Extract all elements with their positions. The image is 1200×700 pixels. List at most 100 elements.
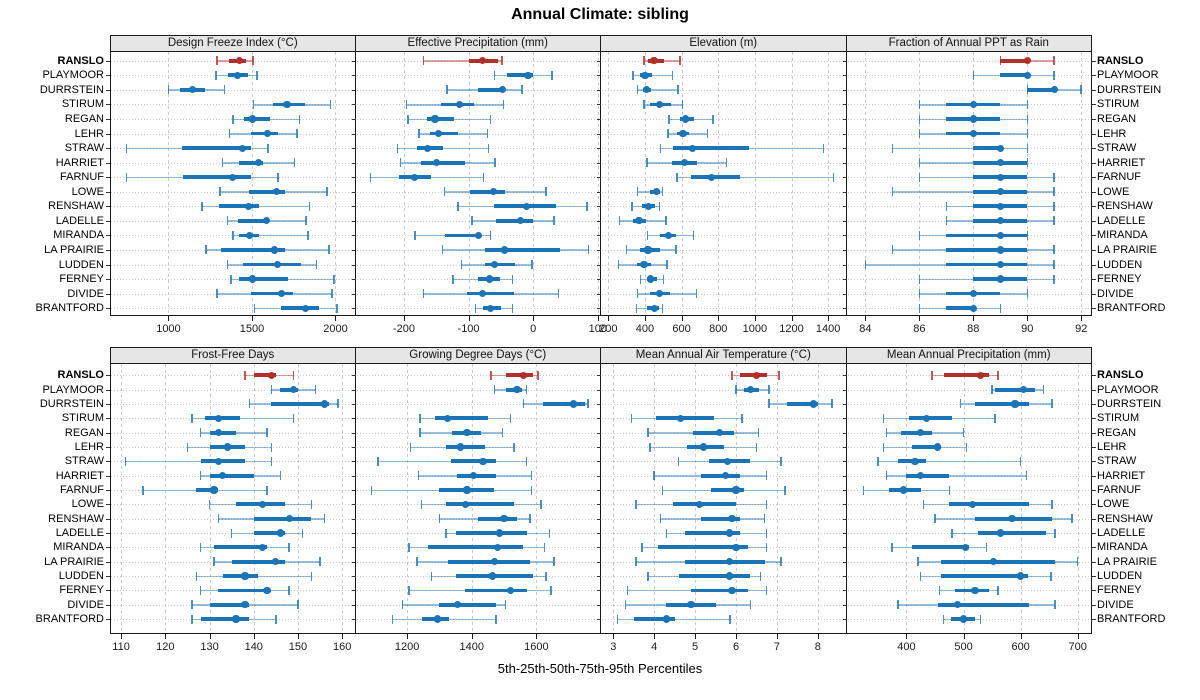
interval-cap <box>662 274 665 284</box>
row-tick <box>106 518 110 520</box>
median-dot <box>746 386 754 394</box>
interval-cap <box>408 585 410 595</box>
row-tick <box>351 561 356 563</box>
station-label-right: HARRIET <box>1097 156 1146 169</box>
interval-cap <box>938 585 941 595</box>
x-gridline <box>718 52 720 315</box>
interval-25-75 <box>470 189 506 194</box>
interval-cap <box>270 442 273 452</box>
median-dot <box>752 371 761 379</box>
interval-cap <box>636 85 639 95</box>
interval-25-75 <box>656 416 714 421</box>
interval-cap <box>248 399 251 409</box>
interval-25-75 <box>672 502 736 507</box>
row-guide <box>847 162 1091 164</box>
median-dot <box>214 429 222 437</box>
row-tick <box>106 89 110 91</box>
median-dot <box>899 486 908 494</box>
interval-cap <box>643 99 645 109</box>
x-tick-label: 6 <box>732 641 740 653</box>
x-tick-label: -100 <box>457 323 480 335</box>
panel-strip: Fraction of Annual PPT as Rain <box>845 35 1092 52</box>
row-guide <box>602 235 846 237</box>
median-dot <box>501 246 509 254</box>
interval-25-75 <box>237 218 270 223</box>
row-tick <box>842 148 847 150</box>
row-tick <box>1092 104 1096 106</box>
row-guide <box>356 119 600 120</box>
x-tick <box>754 316 756 321</box>
x-gridline <box>817 364 819 633</box>
interval-cap <box>307 230 309 240</box>
median-dot <box>276 529 284 537</box>
row-guide <box>602 418 846 420</box>
row-guide <box>847 475 1091 477</box>
station-label-right: LOWE <box>1097 185 1130 198</box>
row-tick <box>106 403 110 405</box>
interval-cap <box>221 158 224 168</box>
row-tick <box>1092 475 1096 477</box>
row-guide <box>111 518 355 520</box>
median-dot <box>270 246 279 254</box>
interval-cap <box>422 289 425 299</box>
interval-cap <box>457 201 459 211</box>
interval-cap <box>1026 114 1028 124</box>
x-gridline <box>791 52 793 315</box>
interval-cap <box>297 600 299 610</box>
row-tick <box>842 249 847 251</box>
interval-cap <box>494 158 496 168</box>
row-tick <box>597 119 601 120</box>
row-tick <box>1092 177 1096 179</box>
x-tick <box>1077 634 1079 639</box>
interval-25-75 <box>507 73 534 78</box>
row-guide <box>111 389 355 391</box>
interval-cap <box>452 274 454 284</box>
interval-cap <box>1042 385 1045 395</box>
interval-cap <box>199 542 202 552</box>
interval-cap <box>1053 274 1055 284</box>
interval-cap <box>267 143 269 153</box>
x-tick-label: 800 <box>709 323 728 335</box>
x-tick-label: 1000 <box>742 323 768 335</box>
row-tick <box>1092 206 1096 208</box>
row-tick <box>106 375 110 377</box>
interval-cap <box>885 428 888 438</box>
row-tick <box>842 403 847 405</box>
interval-cap <box>230 528 233 538</box>
interval-25-75 <box>478 516 517 521</box>
interval-cap <box>891 143 894 153</box>
interval-cap <box>323 514 326 524</box>
median-dot <box>513 386 521 394</box>
interval-cap <box>275 614 277 624</box>
median-dot <box>241 601 249 609</box>
row-tick <box>351 461 356 463</box>
interval-cap <box>945 201 948 211</box>
row-tick <box>597 235 601 237</box>
row-tick <box>106 461 110 463</box>
row-guide <box>602 619 846 621</box>
station-label-left: REGAN <box>64 113 104 125</box>
x-gridline <box>536 364 538 633</box>
interval-cap <box>948 485 951 495</box>
x-tick <box>335 316 337 321</box>
median-dot <box>645 202 653 210</box>
interval-cap <box>308 201 311 211</box>
row-tick <box>106 576 110 578</box>
station-label-right: FERNEY <box>1097 584 1142 597</box>
station-label-right: REGAN <box>1097 113 1137 125</box>
median-dot <box>1011 400 1019 408</box>
interval-cap <box>396 143 399 153</box>
row-tick <box>597 293 601 295</box>
row-guide <box>602 375 846 377</box>
interval-25-75 <box>1000 58 1028 63</box>
median-dot <box>494 543 502 551</box>
row-tick <box>106 561 110 563</box>
station-label-right: FARNUF <box>1097 171 1141 184</box>
interval-cap <box>666 260 668 269</box>
interval-cap <box>420 499 423 509</box>
interval-25-75 <box>912 545 970 550</box>
row-tick <box>1092 432 1096 434</box>
row-tick <box>351 75 356 77</box>
row-tick <box>106 533 110 535</box>
row-guide <box>602 119 846 120</box>
